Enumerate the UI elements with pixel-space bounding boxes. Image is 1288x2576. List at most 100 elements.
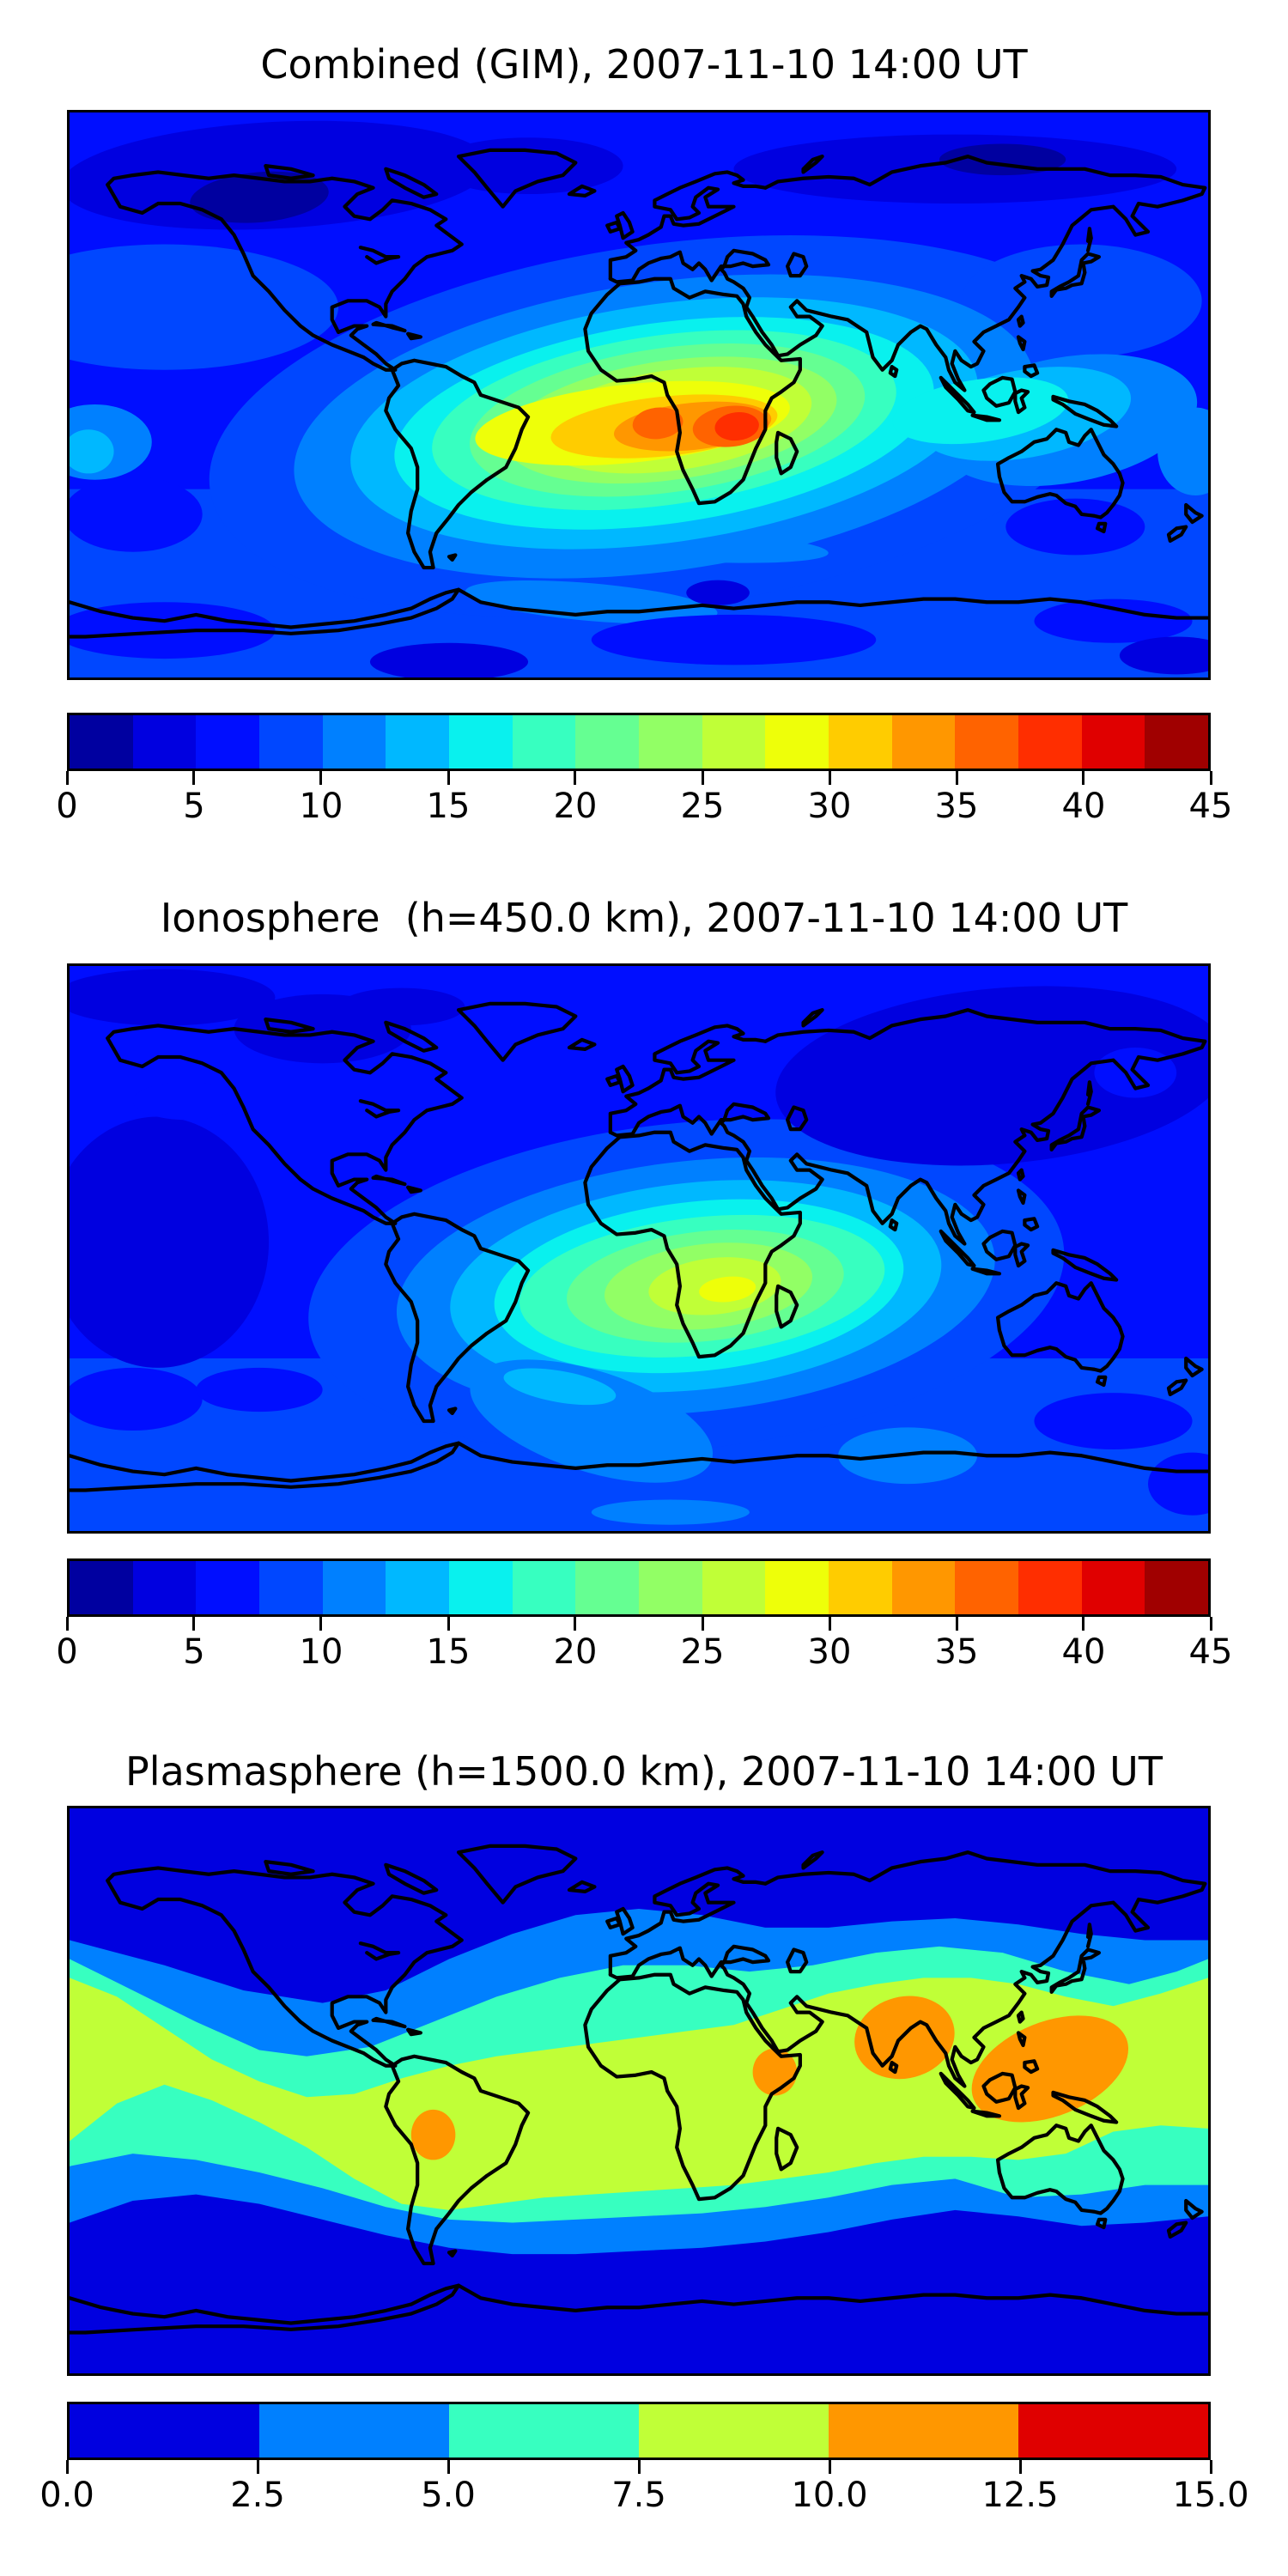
coastline xyxy=(1051,394,1119,428)
coastline xyxy=(970,1267,1002,1276)
colorbar-tick xyxy=(1209,2460,1212,2474)
colorbar-segment xyxy=(702,715,766,769)
coastline xyxy=(888,2060,899,2075)
colorbar-tick-label: 5 xyxy=(183,787,205,826)
contour-region xyxy=(714,411,759,441)
coastline xyxy=(719,1850,1207,2088)
coastline xyxy=(1013,1242,1030,1268)
panel3-title: Plasmasphere (h=1500.0 km), 2007-11-10 1… xyxy=(125,1748,1163,1795)
coastline xyxy=(384,2054,531,2266)
coastline xyxy=(970,413,1002,422)
colorbar-segment xyxy=(70,2404,259,2458)
colorbar-tick-label: 7.5 xyxy=(611,2476,666,2515)
coastline xyxy=(605,220,623,234)
coastline xyxy=(1049,252,1102,298)
coastline xyxy=(608,1866,768,1977)
coastline xyxy=(1016,2010,1025,2024)
coastline xyxy=(608,1944,771,1980)
colorbar-tick-label: 45 xyxy=(1188,787,1233,826)
colorbar-tick-label: 0.0 xyxy=(39,2476,94,2515)
coastline xyxy=(608,1102,771,1138)
coastline xyxy=(1095,521,1108,534)
coastline xyxy=(70,587,461,639)
colorbar-tick xyxy=(319,1617,323,1631)
coastline xyxy=(995,1281,1125,1373)
colorbar-segment xyxy=(575,715,640,769)
contour-region xyxy=(591,614,877,665)
coastline xyxy=(608,1024,768,1134)
coastline xyxy=(405,2027,422,2037)
colorbar-tick xyxy=(319,771,323,785)
contour-region xyxy=(1119,636,1208,675)
panel2-map xyxy=(67,963,1211,1534)
coastline xyxy=(456,2283,1208,2316)
colorbar-segment xyxy=(386,715,450,769)
coastline xyxy=(939,1229,976,1268)
colorbar-segment xyxy=(829,2404,1018,2458)
colorbar-segment xyxy=(575,1561,640,1614)
colorbar-tick xyxy=(701,1617,704,1631)
colorbar-segment xyxy=(132,715,197,769)
coastline xyxy=(1184,2198,1204,2221)
colorbar-segment xyxy=(132,1561,197,1614)
colorbar-segment xyxy=(639,1561,702,1614)
coastline xyxy=(785,1947,809,1974)
coastline xyxy=(447,2249,458,2258)
panel3-colorbar xyxy=(67,2402,1211,2460)
colorbar-segment xyxy=(259,1561,323,1614)
coastline xyxy=(384,1020,439,1053)
colorbar-tick-label: 25 xyxy=(680,787,725,826)
coastline xyxy=(1023,1217,1040,1232)
colorbar-segment xyxy=(702,1561,766,1614)
colorbar-segment xyxy=(259,715,323,769)
colorbar-segment xyxy=(196,715,260,769)
coastline xyxy=(1085,1923,1093,1948)
coastline xyxy=(775,1284,799,1329)
colorbar-tick xyxy=(447,2460,450,2474)
colorbar-segment xyxy=(639,715,702,769)
coastline xyxy=(605,1073,623,1088)
coastline xyxy=(785,1105,809,1132)
coastline xyxy=(358,1099,401,1119)
colorbar-segment xyxy=(322,715,386,769)
colorbar-tick-label: 10 xyxy=(299,1632,343,1672)
colorbar-tick-label: 35 xyxy=(934,1632,979,1672)
coastline xyxy=(384,358,531,570)
coastline xyxy=(605,1916,623,1930)
colorbar-tick-label: 2.5 xyxy=(230,2476,285,2515)
colorbar-tick-label: 45 xyxy=(1188,1632,1233,1672)
panel1-colorbar xyxy=(67,713,1211,771)
coastline xyxy=(1095,2217,1108,2230)
colorbar-tick-label: 20 xyxy=(553,1632,598,1672)
colorbar-tick xyxy=(1018,2460,1022,2474)
contour-region xyxy=(410,2109,456,2160)
colorbar-segment xyxy=(829,715,892,769)
panel1-colorbar-labels: 0 5 10 15 20 25 30 35 40 45 xyxy=(56,787,1232,831)
panel2-colorbar-labels: 0 5 10 15 20 25 30 35 40 45 xyxy=(56,1632,1232,1677)
contour-region xyxy=(70,1367,203,1431)
coastline xyxy=(785,252,809,278)
coastline xyxy=(456,587,1208,620)
coastline xyxy=(1184,1356,1204,1378)
coastline xyxy=(1184,502,1204,525)
contour-region xyxy=(70,244,339,370)
panel3-map xyxy=(67,1806,1211,2376)
colorbar-segment xyxy=(1145,1561,1209,1614)
coastline xyxy=(264,1860,315,1876)
panel2-colorbar-ticks xyxy=(65,1617,1212,1631)
contour-region xyxy=(70,969,276,1026)
contour-region xyxy=(70,429,114,474)
coastline xyxy=(995,2123,1125,2215)
coastline xyxy=(1013,2084,1030,2111)
coastline xyxy=(719,155,1207,392)
coastline xyxy=(970,2109,1002,2118)
panel1-contour-map xyxy=(70,112,1208,677)
coastline xyxy=(264,164,315,180)
colorbar-tick-label: 30 xyxy=(807,1632,852,1672)
colorbar-segment xyxy=(449,2404,639,2458)
coastline xyxy=(1023,2059,1040,2075)
coastline xyxy=(1095,1375,1108,1388)
coastline xyxy=(106,1024,464,1225)
coastline xyxy=(371,320,407,333)
